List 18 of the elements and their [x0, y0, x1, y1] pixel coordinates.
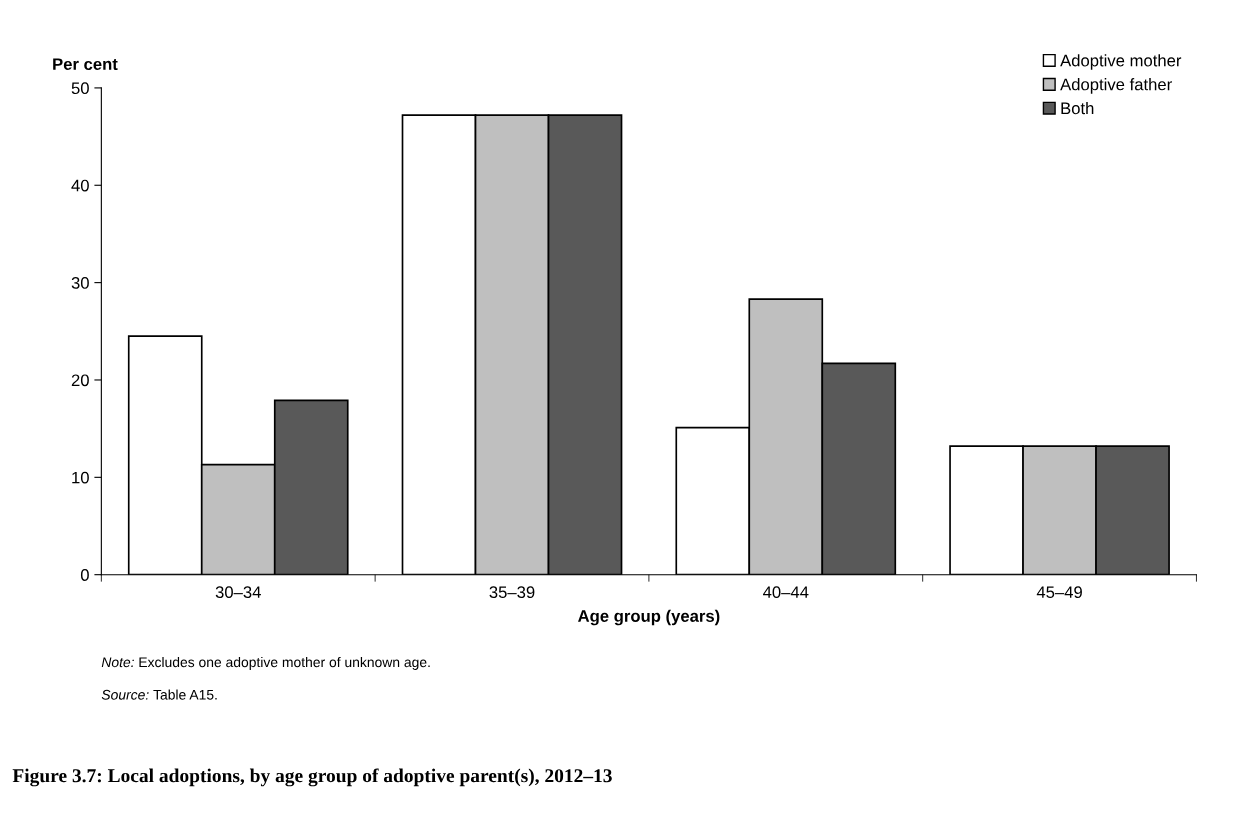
- y-tick-label: 0: [80, 569, 89, 581]
- y-tick-label: 40: [71, 179, 89, 192]
- x-tick-label: 45–49: [1036, 586, 1082, 599]
- x-tick-label: 40–44: [763, 586, 809, 599]
- y-tick-label: 10: [72, 471, 89, 484]
- x-tick-label: 30–34: [215, 586, 261, 599]
- y-axis-title: Per cent: [53, 58, 118, 71]
- x-axis-title: Age group (years): [578, 609, 720, 626]
- legend-label: Adoptive father: [1060, 78, 1172, 94]
- text: Figure 3.7: Local adoptions, by age group of adoptive parent(s), 2012–13: [12, 768, 612, 787]
- y-tick-label: 30: [71, 277, 89, 289]
- source-note: Source: Table A15.: [101, 689, 217, 700]
- x-tick-label: 35–39: [489, 586, 535, 599]
- y-tick-label: 50: [71, 82, 89, 95]
- legend-label: Both: [1061, 101, 1094, 115]
- y-tick-label: 20: [71, 374, 89, 387]
- text: Note: Excludes one adoptive mother of unknown age.: [101, 656, 430, 670]
- legend-label: Adoptive mother: [1060, 54, 1182, 70]
